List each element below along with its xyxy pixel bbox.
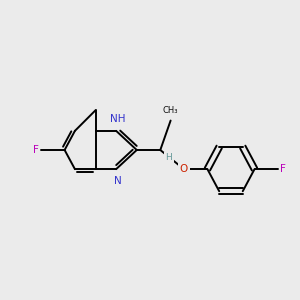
Text: NH: NH bbox=[110, 114, 125, 124]
Text: F: F bbox=[280, 164, 286, 174]
Text: H: H bbox=[166, 153, 172, 162]
Text: F: F bbox=[33, 145, 39, 155]
Text: N: N bbox=[114, 176, 122, 186]
Text: O: O bbox=[180, 164, 188, 174]
Text: CH₃: CH₃ bbox=[163, 106, 178, 115]
